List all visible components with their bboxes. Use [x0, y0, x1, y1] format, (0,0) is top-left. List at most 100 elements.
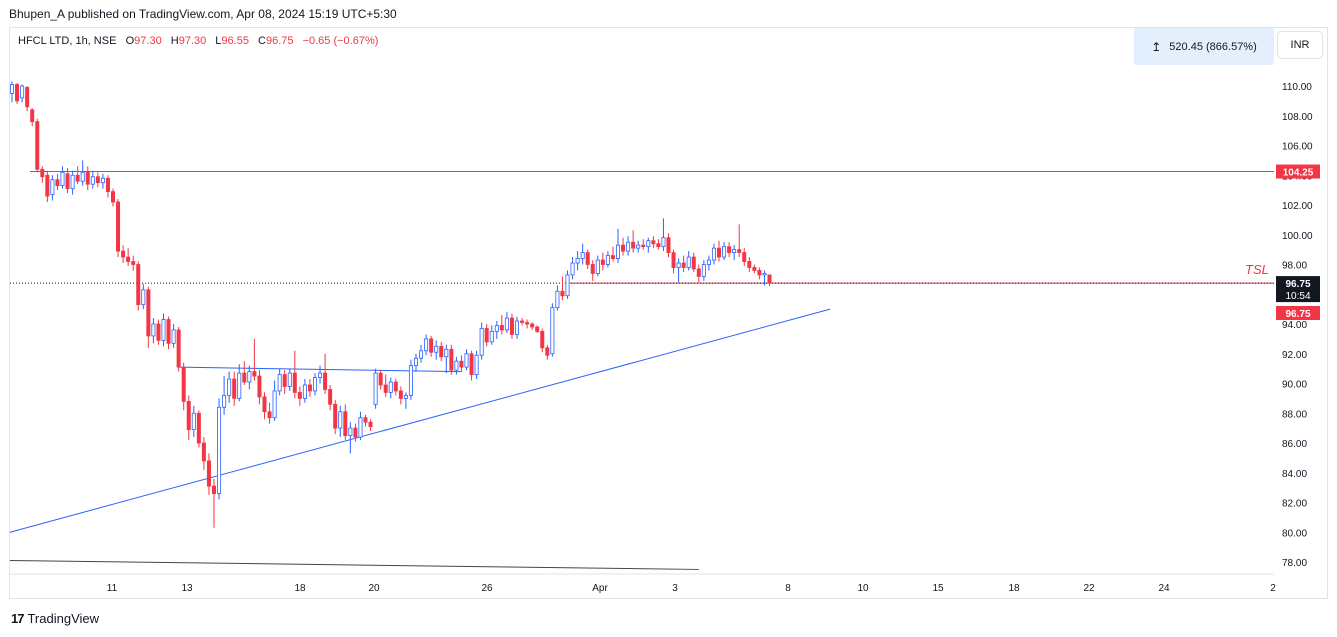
x-tick-label: 8 [785, 583, 791, 594]
candle-body [146, 289, 151, 337]
candle-body [292, 372, 297, 393]
candle-body [767, 274, 772, 284]
candle-body [237, 372, 242, 399]
candle-body [20, 85, 25, 99]
candle-body [701, 264, 706, 277]
candle-body [681, 262, 686, 268]
candle-body [595, 259, 600, 274]
trendline-layer [9, 171, 1274, 570]
candle-body [555, 290, 560, 309]
candle-body [696, 268, 701, 277]
y-tick-label: 78.00 [1282, 558, 1307, 569]
measure-text: 520.45 (866.57%) [1169, 40, 1257, 53]
candle-body [65, 173, 70, 190]
candle-body [70, 174, 75, 190]
candle-body [535, 326, 540, 332]
y-tick-label: 88.00 [1282, 409, 1307, 420]
candle-body [338, 411, 343, 429]
candle-body [217, 406, 222, 494]
candle-body [616, 244, 621, 259]
candle-body [504, 317, 509, 331]
candle-body [641, 244, 646, 248]
candle-body [297, 392, 302, 399]
candle-body [30, 109, 35, 123]
candle-body [722, 246, 727, 258]
y-tick-label: 98.00 [1282, 261, 1307, 272]
candle-body [95, 176, 100, 184]
candle-body [201, 442, 206, 462]
candle-body [469, 353, 474, 375]
candle-body [408, 365, 413, 396]
candle-body [737, 249, 742, 253]
high-value: 97.30 [178, 35, 207, 47]
candle-body [742, 252, 747, 262]
candle-body [302, 384, 307, 399]
candle-body [121, 250, 126, 258]
candle-body [222, 394, 227, 408]
bar-countdown-label: 10:54 [1285, 291, 1310, 302]
candle-body [206, 460, 211, 487]
y-tick-label: 106.00 [1282, 142, 1313, 153]
publisher-caption: Bhupen_A published on TradingView.com, A… [9, 7, 397, 21]
currency-button[interactable]: INR [1277, 31, 1323, 59]
candle-body [545, 347, 550, 356]
x-tick-label: 3 [672, 583, 678, 594]
x-tick-label: 11 [107, 583, 118, 594]
candle-body [479, 328, 484, 356]
candle-body [161, 319, 166, 341]
candle-body [232, 378, 237, 399]
resistance-price-badge [1276, 164, 1320, 179]
candle-body [252, 371, 257, 377]
candle-body [752, 267, 757, 271]
measure-arrow-icon: ↥ [1151, 39, 1162, 54]
x-tick-label: 22 [1083, 583, 1095, 594]
y-tick-label: 110.00 [1282, 82, 1312, 93]
candle-body [636, 244, 641, 249]
candle-body [449, 348, 454, 371]
y-tick-label: 80.00 [1282, 528, 1307, 539]
candle-body [131, 261, 136, 265]
close-mark-label: 96.75 [1285, 309, 1310, 320]
candle-body [489, 331, 494, 343]
candle-body [323, 372, 328, 390]
candle-body [530, 323, 535, 328]
candle-body [585, 252, 590, 265]
x-tick-label: 2 [1270, 583, 1276, 594]
price-range-measure[interactable]: ↥ 520.45 (866.57%) [1134, 28, 1274, 65]
candle-body [328, 389, 333, 405]
candle-body [762, 273, 767, 276]
low-label: L [215, 35, 222, 47]
y-tick-label: 90.00 [1282, 380, 1307, 391]
candle-body [242, 372, 247, 383]
candle-body [686, 256, 691, 268]
candle-body [247, 371, 252, 383]
candle-body [55, 179, 60, 187]
candle-body [732, 249, 737, 253]
candle-body [459, 360, 464, 368]
candle-body [100, 177, 105, 184]
candle-body [186, 400, 191, 431]
candle-body [333, 403, 338, 429]
candle-body [227, 378, 232, 396]
open-label: O [125, 35, 135, 47]
candle-body [368, 421, 373, 428]
last-price-label: 96.75 [1285, 279, 1310, 290]
candle-body [35, 121, 40, 170]
y-tick-label: 108.00 [1282, 112, 1313, 123]
candle-body [706, 259, 711, 265]
candle-body [484, 328, 489, 343]
candle-body [181, 366, 186, 402]
tradingview-brand[interactable]: 17 TradingView [11, 611, 99, 626]
currency-label: INR [1290, 39, 1310, 51]
candle-body [50, 179, 55, 195]
candle-body [45, 174, 50, 197]
candle-body [565, 274, 570, 297]
candle-body [307, 384, 312, 392]
candle-body [9, 84, 14, 94]
candle-body [747, 261, 752, 268]
candle-body [116, 201, 121, 252]
candle-body [156, 323, 161, 341]
candle-body [171, 329, 176, 344]
